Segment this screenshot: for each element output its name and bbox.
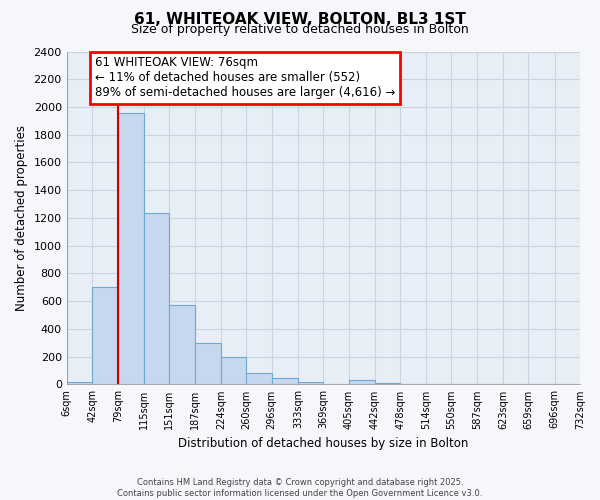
Text: Size of property relative to detached houses in Bolton: Size of property relative to detached ho… — [131, 22, 469, 36]
Bar — [92, 288, 118, 384]
Text: Contains HM Land Registry data © Crown copyright and database right 2025.
Contai: Contains HM Land Registry data © Crown c… — [118, 478, 482, 498]
Bar — [375, 383, 400, 384]
Bar — [221, 356, 246, 384]
Bar — [169, 304, 194, 384]
Bar — [194, 343, 221, 384]
Bar — [272, 378, 298, 384]
Y-axis label: Number of detached properties: Number of detached properties — [15, 125, 28, 311]
Bar — [349, 380, 375, 384]
Text: 61 WHITEOAK VIEW: 76sqm
← 11% of detached houses are smaller (552)
89% of semi-d: 61 WHITEOAK VIEW: 76sqm ← 11% of detache… — [95, 56, 395, 100]
Bar — [298, 382, 323, 384]
Bar — [144, 213, 169, 384]
X-axis label: Distribution of detached houses by size in Bolton: Distribution of detached houses by size … — [178, 437, 469, 450]
Text: 61, WHITEOAK VIEW, BOLTON, BL3 1ST: 61, WHITEOAK VIEW, BOLTON, BL3 1ST — [134, 12, 466, 28]
Bar — [246, 374, 272, 384]
Bar — [67, 382, 92, 384]
Bar — [118, 112, 144, 384]
